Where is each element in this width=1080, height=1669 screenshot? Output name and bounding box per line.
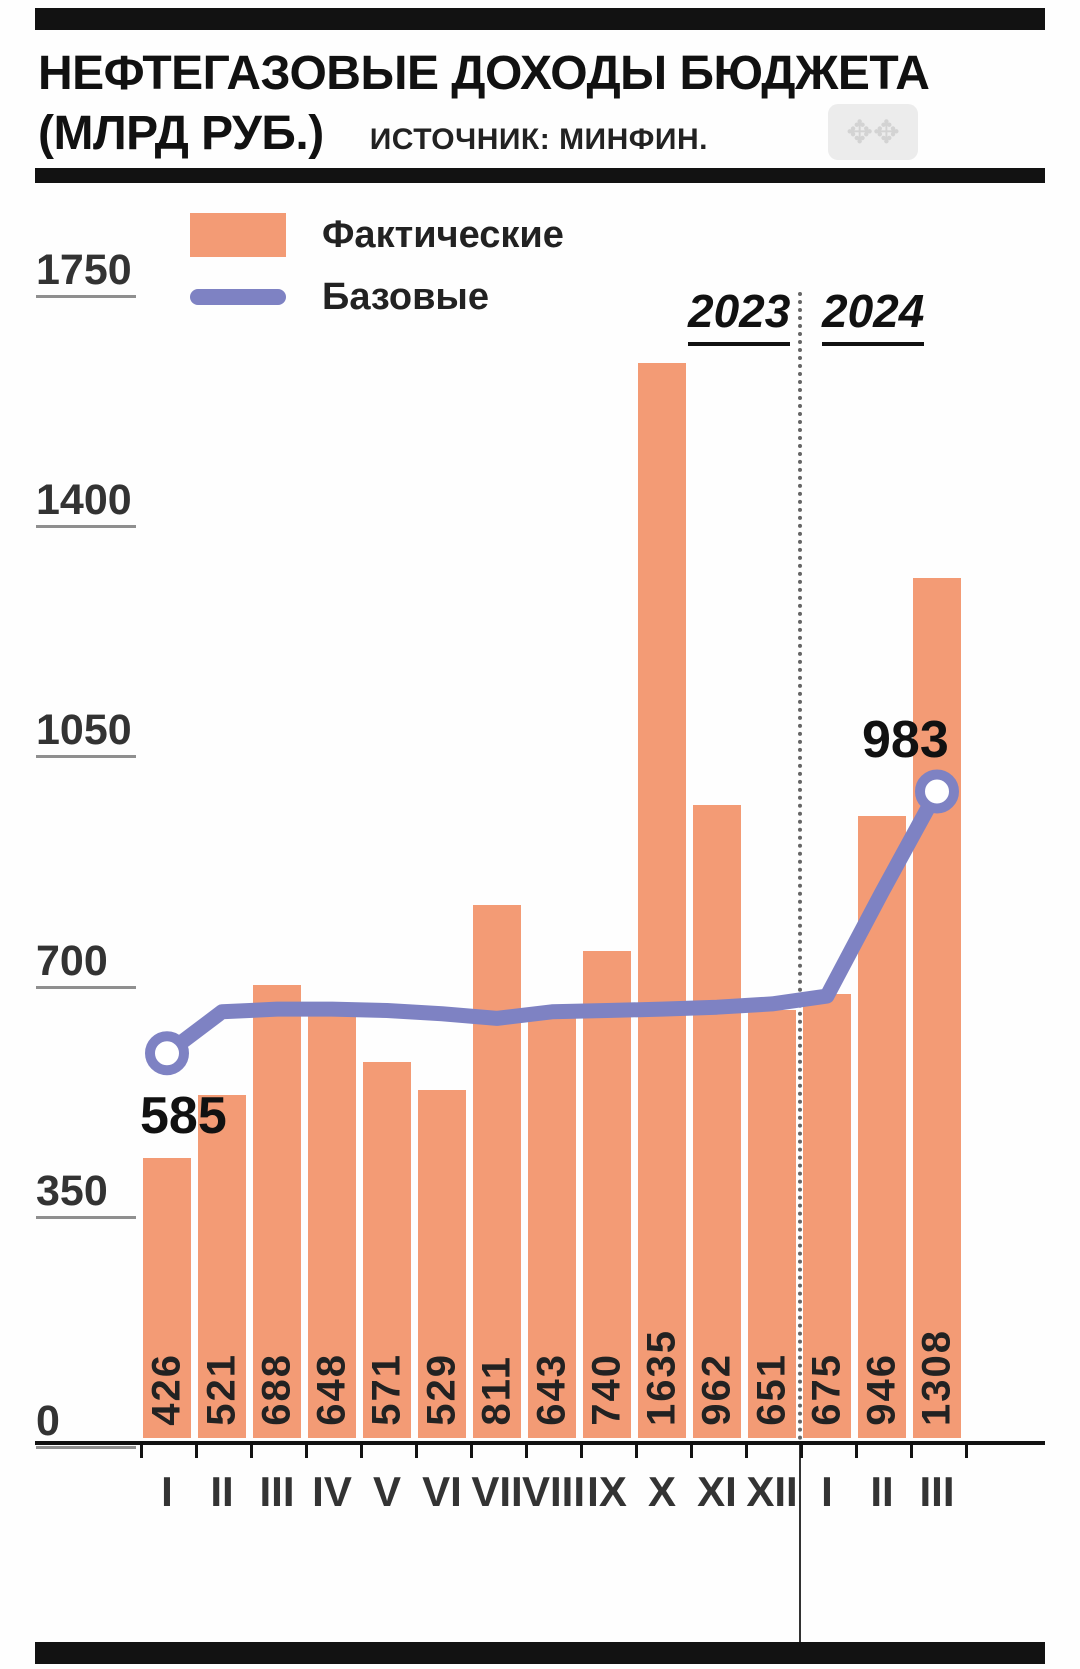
header-rule	[35, 168, 1045, 183]
x-axis-label: IV	[312, 1468, 352, 1515]
bar-2023-VI: 529	[418, 1090, 466, 1438]
legend-label-actual: Фактические	[322, 213, 564, 256]
legend-item-base: Базовые	[190, 272, 564, 322]
bar-value-label: 648	[309, 1353, 354, 1426]
legend-label-base: Базовые	[322, 275, 490, 318]
bar-value-label: 529	[419, 1353, 464, 1426]
bar-2024-I: 675	[803, 994, 851, 1438]
axis-tick	[909, 1445, 913, 1458]
bar-value-label: 651	[749, 1353, 794, 1426]
bar-value-label: 1635	[639, 1329, 684, 1426]
chart-source: ИСТОЧНИК: МИНФИН.	[369, 123, 708, 156]
legend: Фактические Базовые	[190, 210, 564, 334]
y-axis-label: 1400	[36, 477, 136, 529]
bar-value-label: 946	[859, 1353, 904, 1426]
x-axis-label: II	[210, 1468, 234, 1515]
x-axis-label: VII	[471, 1468, 523, 1515]
bar-2023-IX: 740	[583, 951, 631, 1438]
chart-title-line2: (МЛРД РУБ.)	[38, 107, 324, 160]
bar-value-label: 521	[199, 1353, 244, 1426]
y-axis-label: 700	[36, 938, 136, 989]
x-axis-label: II	[870, 1468, 894, 1515]
line-swatch-icon	[190, 289, 286, 305]
axis-tick	[579, 1445, 583, 1458]
bar-2023-VII: 811	[473, 905, 521, 1438]
x-axis-label: V	[372, 1468, 401, 1515]
bar-2024-III: 1308	[913, 578, 961, 1438]
axis-tick	[414, 1445, 418, 1458]
axis-tick	[854, 1445, 858, 1458]
watermark-icon: ✥✥	[828, 104, 918, 160]
bar-2023-III: 688	[253, 985, 301, 1438]
axis-tick	[689, 1445, 693, 1458]
y-axis-label: 0	[36, 1398, 136, 1449]
x-axis-label: IX	[587, 1468, 627, 1515]
bar-swatch-icon	[190, 213, 286, 257]
y-axis-label: 350	[36, 1168, 136, 1219]
x-axis-label: I	[161, 1468, 173, 1515]
bar-2023-X: 1635	[638, 363, 686, 1438]
axis-tick	[744, 1445, 748, 1458]
x-axis-label: III	[259, 1468, 295, 1515]
axis-tick	[634, 1445, 638, 1458]
bar-2023-I: 426	[143, 1158, 191, 1438]
bar-2023-II: 521	[198, 1095, 246, 1438]
x-axis-label: X	[647, 1468, 676, 1515]
x-axis-label: XI	[697, 1468, 737, 1515]
bar-value-label: 643	[529, 1353, 574, 1426]
chart-title-row2: (МЛРД РУБ.) ИСТОЧНИК: МИНФИН.	[38, 106, 708, 161]
bar-2024-II: 946	[858, 816, 906, 1438]
x-axis-label: XII	[746, 1468, 798, 1515]
bar-value-label: 688	[254, 1353, 299, 1426]
line-marker-first	[145, 1031, 189, 1076]
axis-tick	[524, 1445, 528, 1458]
axis-tick	[139, 1445, 143, 1458]
top-rule	[35, 8, 1045, 30]
x-axis-label: III	[919, 1468, 955, 1515]
bar-value-label: 1308	[914, 1329, 959, 1426]
bar-value-label: 811	[474, 1355, 519, 1426]
year-divider-dotted	[798, 292, 802, 1441]
axis-tick	[799, 1445, 803, 1458]
x-axis-label: I	[821, 1468, 833, 1515]
chart-title-line1: НЕФТЕГАЗОВЫЕ ДОХОДЫ БЮДЖЕТА	[38, 47, 930, 100]
bar-value-label: 426	[144, 1353, 189, 1426]
axis-tick	[964, 1445, 968, 1458]
bar-2023-XI: 962	[693, 805, 741, 1438]
bar-2023-VIII: 643	[528, 1015, 576, 1438]
bar-value-label: 571	[364, 1353, 409, 1426]
axis-tick	[304, 1445, 308, 1458]
line-point-label-first: 585	[140, 1087, 227, 1145]
year-label-2023: 2023	[688, 284, 791, 346]
bar-value-label: 675	[804, 1353, 849, 1426]
bar-2023-V: 571	[363, 1062, 411, 1438]
year-label-2024: 2024	[822, 284, 925, 346]
x-axis-line	[35, 1441, 1045, 1445]
axis-tick	[469, 1445, 473, 1458]
bar-value-label: 962	[694, 1353, 739, 1426]
axis-tick	[194, 1445, 198, 1458]
axis-tick	[359, 1445, 363, 1458]
axis-tick	[249, 1445, 253, 1458]
line-point-label-last: 983	[862, 711, 949, 769]
legend-item-actual: Фактические	[190, 210, 564, 260]
y-axis-label: 1050	[36, 707, 136, 759]
bar-2023-IV: 648	[308, 1012, 356, 1438]
x-axis-label: VI	[422, 1468, 462, 1515]
bottom-rule	[35, 1642, 1045, 1664]
bar-value-label: 740	[584, 1353, 629, 1426]
bar-2023-XII: 651	[748, 1010, 796, 1438]
year-divider-solid	[799, 1441, 801, 1642]
x-axis-label: VIII	[522, 1468, 586, 1515]
y-axis-label: 1750	[36, 247, 136, 298]
